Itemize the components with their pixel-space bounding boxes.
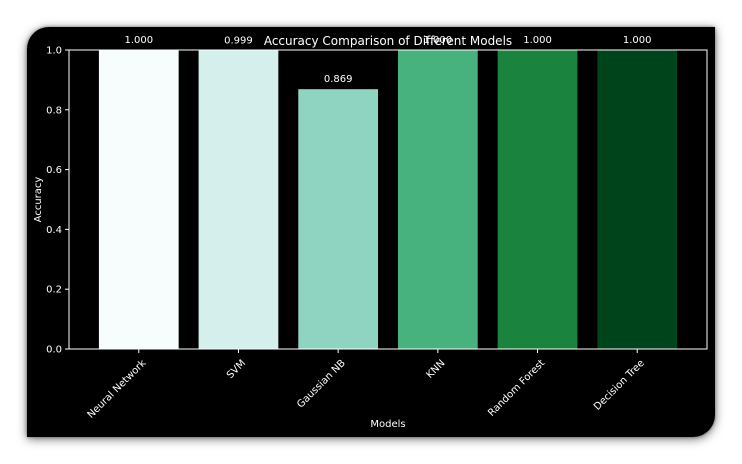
bar — [298, 89, 379, 349]
plot-frame — [68, 49, 708, 350]
x-axis: Neural Network SVM Gaussian NB KNN Random Fo… — [86, 349, 647, 421]
bar — [397, 50, 478, 349]
x-tick-label: Neural Network — [86, 358, 149, 421]
bar — [497, 50, 578, 349]
bar — [597, 50, 678, 349]
bars-layer — [98, 50, 678, 349]
bar-value-label: 1.000 — [523, 35, 552, 46]
bar — [198, 50, 279, 349]
chart-title: Accuracy Comparison of Different Models — [264, 34, 512, 48]
figure-window: 0.0 0.2 0.4 0.6 0.8 1.0 Neural Network SVM Gaus… — [27, 27, 715, 437]
accuracy-bar-chart: 0.0 0.2 0.4 0.6 0.8 1.0 Neural Network SVM Gaus… — [33, 34, 708, 430]
y-tick-label: 1.0 — [46, 46, 62, 57]
x-tick-label: Random Forest — [486, 358, 547, 419]
y-axis-label: Accuracy — [33, 177, 44, 223]
bar — [98, 50, 179, 349]
bar-value-label: 0.999 — [224, 35, 253, 46]
x-tick-label: Gaussian NB — [295, 358, 348, 411]
x-tick-label: SVM — [225, 358, 248, 381]
bar-value-label: 0.869 — [324, 74, 353, 85]
y-axis: 0.0 0.2 0.4 0.6 0.8 1.0 — [46, 46, 69, 356]
y-tick-label: 0.4 — [46, 225, 62, 236]
y-tick-label: 0.0 — [46, 345, 62, 356]
x-tick-label: KNN — [424, 358, 447, 381]
y-tick-label: 0.2 — [46, 285, 62, 296]
x-axis-label: Models — [370, 419, 405, 430]
bar-value-label: 1.000 — [124, 35, 153, 46]
bar-value-label: 1.000 — [424, 35, 453, 46]
y-tick-label: 0.6 — [46, 165, 62, 176]
bar-value-label: 1.000 — [623, 35, 652, 46]
value-labels: 1.000 0.999 0.869 1.000 1.000 1.000 — [124, 35, 651, 85]
y-tick-label: 0.8 — [46, 105, 62, 116]
x-tick-label: Decision Tree — [592, 358, 647, 413]
